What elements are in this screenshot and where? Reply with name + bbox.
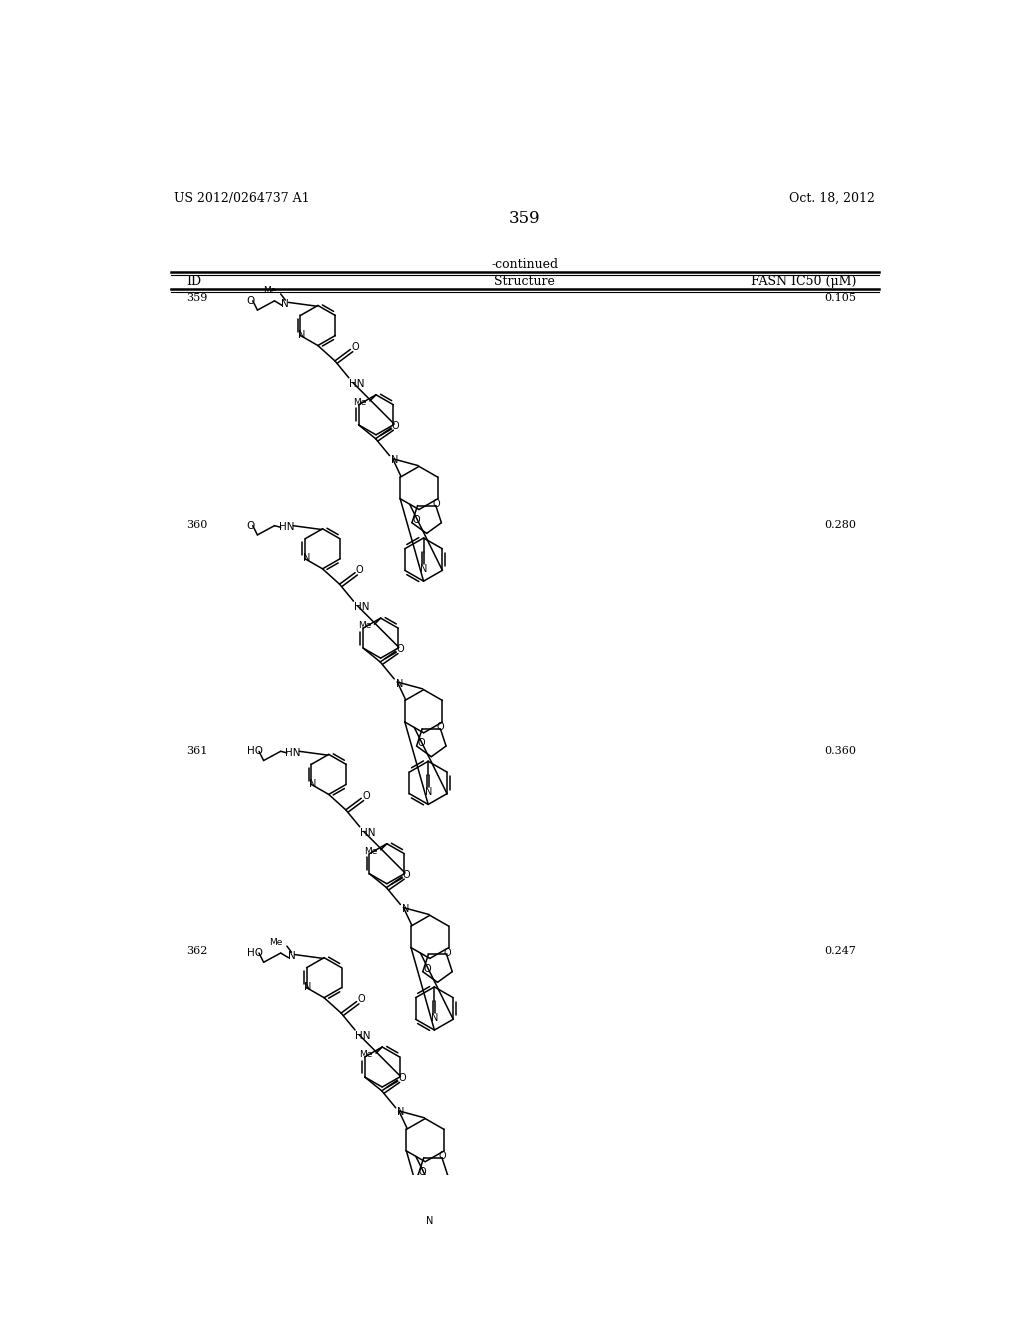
Text: O: O xyxy=(418,738,425,748)
Text: N: N xyxy=(397,1107,404,1118)
Text: N: N xyxy=(288,952,295,961)
Text: N: N xyxy=(304,982,312,991)
Text: O: O xyxy=(437,722,444,733)
Text: O: O xyxy=(419,1167,427,1177)
Text: -continued: -continued xyxy=(492,259,558,271)
Text: HN: HN xyxy=(349,379,365,389)
Text: FASN IC50 (μM): FASN IC50 (μM) xyxy=(752,275,856,288)
Text: HN: HN xyxy=(280,523,295,532)
Text: N: N xyxy=(431,1012,438,1023)
Text: O: O xyxy=(362,791,370,801)
Text: HN: HN xyxy=(286,748,301,758)
Text: Oct. 18, 2012: Oct. 18, 2012 xyxy=(790,191,876,205)
Text: O: O xyxy=(396,644,404,653)
Text: N: N xyxy=(309,779,316,788)
Text: 0.105: 0.105 xyxy=(824,293,856,302)
Text: HN: HN xyxy=(353,602,369,612)
Text: O: O xyxy=(402,870,411,879)
Text: O: O xyxy=(247,296,255,306)
Text: Me: Me xyxy=(365,847,378,855)
Text: 0.247: 0.247 xyxy=(824,946,856,957)
Text: ID: ID xyxy=(186,275,202,288)
Text: 0.360: 0.360 xyxy=(824,746,856,756)
Text: O: O xyxy=(247,520,255,531)
Text: 359: 359 xyxy=(509,210,541,227)
Text: HO: HO xyxy=(247,746,262,756)
Text: N: N xyxy=(426,1216,433,1226)
Text: O: O xyxy=(357,994,366,1005)
Text: Me: Me xyxy=(269,937,283,946)
Text: US 2012/0264737 A1: US 2012/0264737 A1 xyxy=(174,191,310,205)
Text: N: N xyxy=(298,330,305,339)
Text: 0.280: 0.280 xyxy=(824,520,856,529)
Text: O: O xyxy=(413,515,421,524)
Text: O: O xyxy=(424,964,431,974)
Text: 361: 361 xyxy=(186,746,208,756)
Text: 359: 359 xyxy=(186,293,208,302)
Text: N: N xyxy=(425,787,432,797)
Text: N: N xyxy=(391,455,398,465)
Text: N: N xyxy=(395,678,403,689)
Text: HO: HO xyxy=(247,948,262,958)
Text: O: O xyxy=(438,1151,446,1162)
Text: O: O xyxy=(351,342,358,352)
Text: 362: 362 xyxy=(186,946,208,957)
Text: N: N xyxy=(303,553,310,564)
Text: Me: Me xyxy=(262,285,276,294)
Text: N: N xyxy=(282,298,289,309)
Text: O: O xyxy=(432,499,440,510)
Text: Structure: Structure xyxy=(495,275,555,288)
Text: Me: Me xyxy=(359,1051,373,1059)
Text: 360: 360 xyxy=(186,520,208,529)
Text: O: O xyxy=(356,565,364,576)
Text: N: N xyxy=(402,904,410,915)
Text: HN: HN xyxy=(355,1031,371,1041)
Text: N: N xyxy=(420,564,427,574)
Text: Me: Me xyxy=(358,622,372,630)
Text: Me: Me xyxy=(353,399,367,407)
Text: O: O xyxy=(392,421,399,430)
Text: O: O xyxy=(443,948,451,958)
Text: O: O xyxy=(398,1073,406,1082)
Text: HN: HN xyxy=(359,828,375,838)
